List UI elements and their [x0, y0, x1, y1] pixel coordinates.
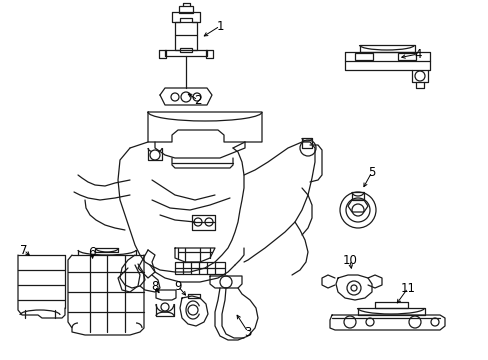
Text: 5: 5 [367, 166, 375, 179]
Circle shape [187, 305, 198, 315]
Circle shape [194, 218, 202, 226]
Text: 6: 6 [88, 246, 96, 258]
Bar [175, 262, 224, 274]
Text: 11: 11 [400, 282, 415, 294]
Text: 1: 1 [216, 19, 224, 32]
Circle shape [346, 198, 369, 222]
Circle shape [365, 318, 373, 326]
Circle shape [161, 303, 169, 311]
Circle shape [193, 93, 201, 101]
Circle shape [350, 285, 356, 291]
Circle shape [430, 318, 438, 326]
Bar [354, 53, 372, 60]
Circle shape [351, 204, 363, 216]
Bar [179, 6, 193, 13]
Circle shape [181, 92, 191, 102]
Circle shape [339, 192, 375, 228]
Circle shape [150, 150, 160, 160]
Text: 2: 2 [194, 94, 202, 107]
Text: 8: 8 [151, 279, 159, 292]
Circle shape [414, 71, 424, 81]
Bar [175, 22, 197, 50]
Text: 10: 10 [342, 253, 357, 266]
Circle shape [220, 276, 231, 288]
Circle shape [346, 281, 360, 295]
Text: 3: 3 [244, 325, 251, 338]
Circle shape [204, 218, 213, 226]
Bar [397, 53, 415, 60]
Bar [180, 48, 192, 52]
Text: 9: 9 [174, 279, 182, 292]
Text: 7: 7 [20, 243, 28, 256]
Circle shape [299, 140, 315, 156]
Circle shape [171, 93, 179, 101]
Text: 4: 4 [413, 48, 421, 60]
Circle shape [408, 316, 420, 328]
Circle shape [343, 316, 355, 328]
